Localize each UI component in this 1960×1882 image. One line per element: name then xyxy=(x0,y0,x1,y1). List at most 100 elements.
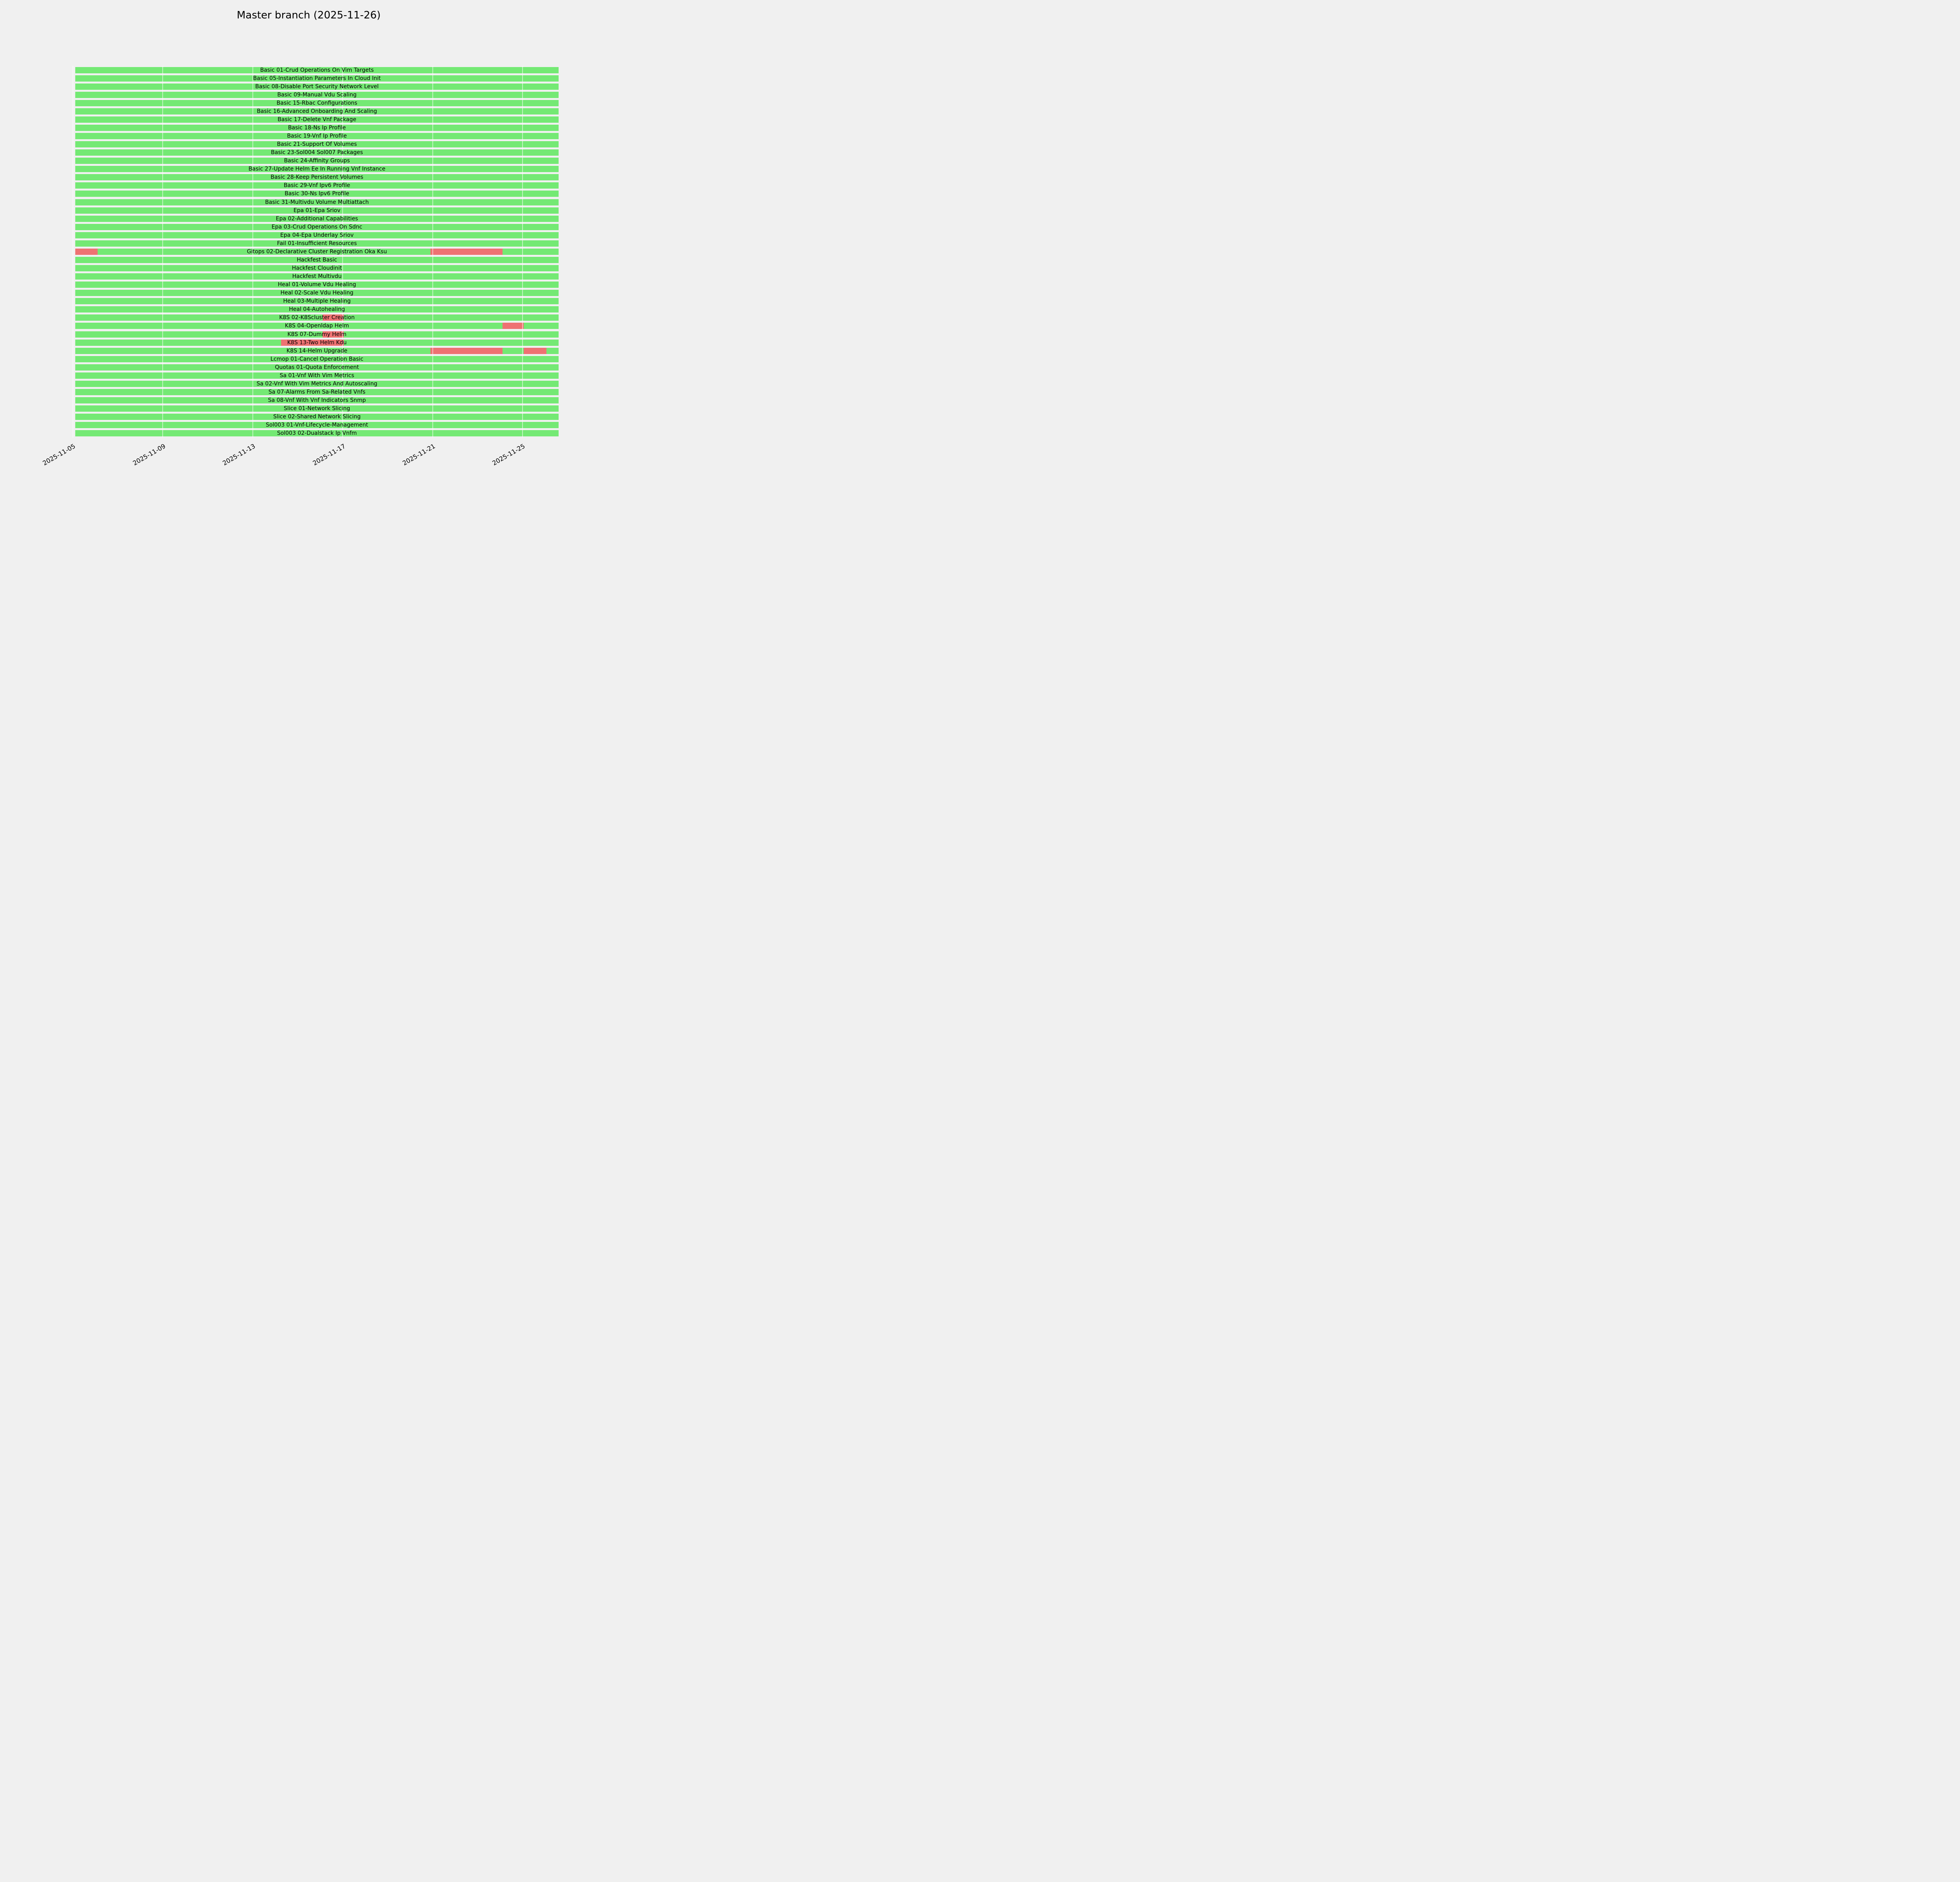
bar-segment-pass xyxy=(75,91,559,98)
test-name-label: Sa 02-Vnf With Vim Metrics And Autoscali… xyxy=(256,380,377,387)
test-row: K8S 14-Helm Upgrade xyxy=(73,347,561,355)
test-name-label: Basic 19-Vnf Ip Profile xyxy=(287,133,347,140)
test-name-label: Epa 03-Crud Operations On Sdnc xyxy=(271,223,363,230)
bar-segment-pass xyxy=(75,100,559,106)
test-name-label: Hackfest Multivdu xyxy=(292,273,342,280)
bar-segment-pass xyxy=(75,199,559,205)
bar-segment-pass xyxy=(75,356,559,362)
test-row: K8S 02-K8Scluster Creation xyxy=(73,314,561,322)
bar-segment-pass xyxy=(75,430,559,437)
test-name-label: Heal 01-Volume Vdu Healing xyxy=(278,282,356,288)
test-row: Basic 05-Instantiation Parameters In Clo… xyxy=(73,74,561,82)
bar-segment-pass xyxy=(502,347,524,354)
test-name-label: Heal 04-Autohealing xyxy=(289,306,345,313)
bar-segment-pass xyxy=(75,240,559,247)
test-row: Sa 01-Vnf With Vim Metrics xyxy=(73,371,561,380)
test-row: Basic 08-Disable Port Security Network L… xyxy=(73,82,561,91)
bar-segment-pass xyxy=(75,389,559,395)
x-tick-label: 2025-11-13 xyxy=(221,442,257,467)
test-row: Slice 02-Shared Network Slicing xyxy=(73,413,561,421)
test-name-label: K8S 04-Openldap Helm xyxy=(285,323,349,329)
test-row: Gitops 02-Declarative Cluster Registrati… xyxy=(73,247,561,256)
test-row: Basic 28-Keep Persistent Volumes xyxy=(73,173,561,182)
test-row: Basic 16-Advanced Onboarding And Scaling xyxy=(73,107,561,115)
x-tick-label: 2025-11-05 xyxy=(41,442,77,467)
bar-segment-pass xyxy=(75,108,559,114)
test-name-label: Slice 02-Shared Network Slicing xyxy=(273,414,361,420)
bar-segment-pass xyxy=(75,323,503,329)
test-row: Basic 24-Affinity Groups xyxy=(73,157,561,165)
test-row: Hackfest Multivdu xyxy=(73,272,561,281)
test-name-label: Epa 04-Epa Underlay Sriov xyxy=(280,232,354,238)
x-axis: 2025-11-05 2025-11-09 2025-11-13 2025-11-17… xyxy=(41,438,561,481)
test-name-label: Basic 24-Affinity Groups xyxy=(284,158,350,164)
test-name-label: Slice 01-Network Slicing xyxy=(283,405,350,412)
test-row: Fail 01-Insufficient Resources xyxy=(73,239,561,247)
plot-rows: Basic 01-Crud Operations On Vim Targets B… xyxy=(73,66,561,438)
x-tick-label: 2025-11-17 xyxy=(311,442,347,467)
bar-segment-pass xyxy=(75,67,559,73)
test-row: Quotas 01-Quota Enforcement xyxy=(73,363,561,371)
test-row: Epa 04-Epa Underlay Sriov xyxy=(73,231,561,239)
bar-segment-pass xyxy=(75,223,559,230)
test-name-label: Hackfest Basic xyxy=(297,256,337,263)
bar-segment-pass xyxy=(75,83,559,90)
bar-segment-pass xyxy=(524,323,559,329)
x-tick-label: 2025-11-21 xyxy=(401,442,437,467)
test-row: Basic 19-Vnf Ip Profile xyxy=(73,132,561,140)
bar-segment-pass xyxy=(546,347,559,354)
test-row: Sa 07-Alarms From Sa-Related Vnfs xyxy=(73,388,561,396)
bar-segment-fail xyxy=(75,248,98,255)
test-name-label: Sol003 01-Vnf-Lifecycle-Management xyxy=(266,422,368,429)
bar-segment-pass xyxy=(75,314,323,321)
test-name-label: Lcmop 01-Cancel Operation Basic xyxy=(270,356,363,362)
test-name-label: Epa 01-Epa Sriov xyxy=(293,207,341,214)
bar-segment-fail xyxy=(524,347,546,354)
chart-title: Master branch (2025-11-26) xyxy=(236,9,381,21)
test-name-label: Heal 02-Scale Vdu Healing xyxy=(280,290,354,296)
bar-segment-pass xyxy=(75,166,559,173)
bar-segment-pass xyxy=(98,248,431,255)
bar-segment-pass xyxy=(75,141,559,148)
test-row: Sa 08-Vnf With Vnf Indicators Snmp xyxy=(73,396,561,405)
test-name-label: Basic 23-Sol004 Sol007 Packages xyxy=(271,149,363,156)
test-name-label: Basic 21-Support Of Volumes xyxy=(277,141,357,148)
bar-segment-pass xyxy=(75,298,559,305)
bar-segment-pass xyxy=(75,191,559,197)
test-row: Slice 01-Network Slicing xyxy=(73,405,561,413)
test-name-label: Basic 01-Crud Operations On Vim Targets xyxy=(260,67,374,73)
x-tick-label: 2025-11-25 xyxy=(491,442,526,467)
plot-area: Basic 01-Crud Operations On Vim Targets B… xyxy=(73,66,561,438)
bar-segment-pass xyxy=(75,133,559,139)
bar-segment-pass xyxy=(75,422,559,429)
bar-segment-fail xyxy=(502,323,524,329)
test-row: Epa 03-Crud Operations On Sdnc xyxy=(73,223,561,231)
bar-segment-fail xyxy=(322,331,344,338)
bar-segment-pass xyxy=(75,372,559,379)
test-name-label: Epa 02-Additional Capabilities xyxy=(276,215,358,222)
bar-segment-pass xyxy=(75,380,559,387)
bar-segment-pass xyxy=(75,116,559,123)
test-name-label: Basic 16-Advanced Onboarding And Scaling xyxy=(257,108,377,114)
test-row: Basic 31-Multivdu Volume Multiattach xyxy=(73,198,561,206)
test-results-gantt-chart: Master branch (2025-11-26) Basic 01-Crud… xyxy=(0,0,617,549)
test-row: Hackfest Cloudinit xyxy=(73,264,561,272)
test-row: Basic 30-Ns Ipv6 Profile xyxy=(73,190,561,198)
bar-segment-pass xyxy=(75,290,559,296)
test-name-label: Sa 01-Vnf With Vim Metrics xyxy=(279,372,354,379)
bar-segment-pass xyxy=(75,405,559,412)
test-row: Sa 02-Vnf With Vim Metrics And Autoscali… xyxy=(73,380,561,388)
test-row: Basic 21-Support Of Volumes xyxy=(73,140,561,149)
bar-segment-pass xyxy=(75,149,559,156)
x-tick-label: 2025-11-09 xyxy=(131,442,167,467)
test-name-label: Basic 08-Disable Port Security Network L… xyxy=(255,83,379,90)
test-row: K8S 04-Openldap Helm xyxy=(73,322,561,330)
test-name-label: Basic 28-Keep Persistent Volumes xyxy=(270,174,363,181)
bar-segment-pass xyxy=(75,265,559,271)
bar-segment-fail xyxy=(430,347,503,354)
bar-segment-pass xyxy=(344,314,559,321)
test-name-label: Basic 09-Manual Vdu Scaling xyxy=(277,91,357,98)
test-row: Sol003 01-Vnf-Lifecycle-Management xyxy=(73,421,561,429)
bar-segment-pass xyxy=(344,331,559,338)
bar-segment-pass xyxy=(75,414,559,420)
